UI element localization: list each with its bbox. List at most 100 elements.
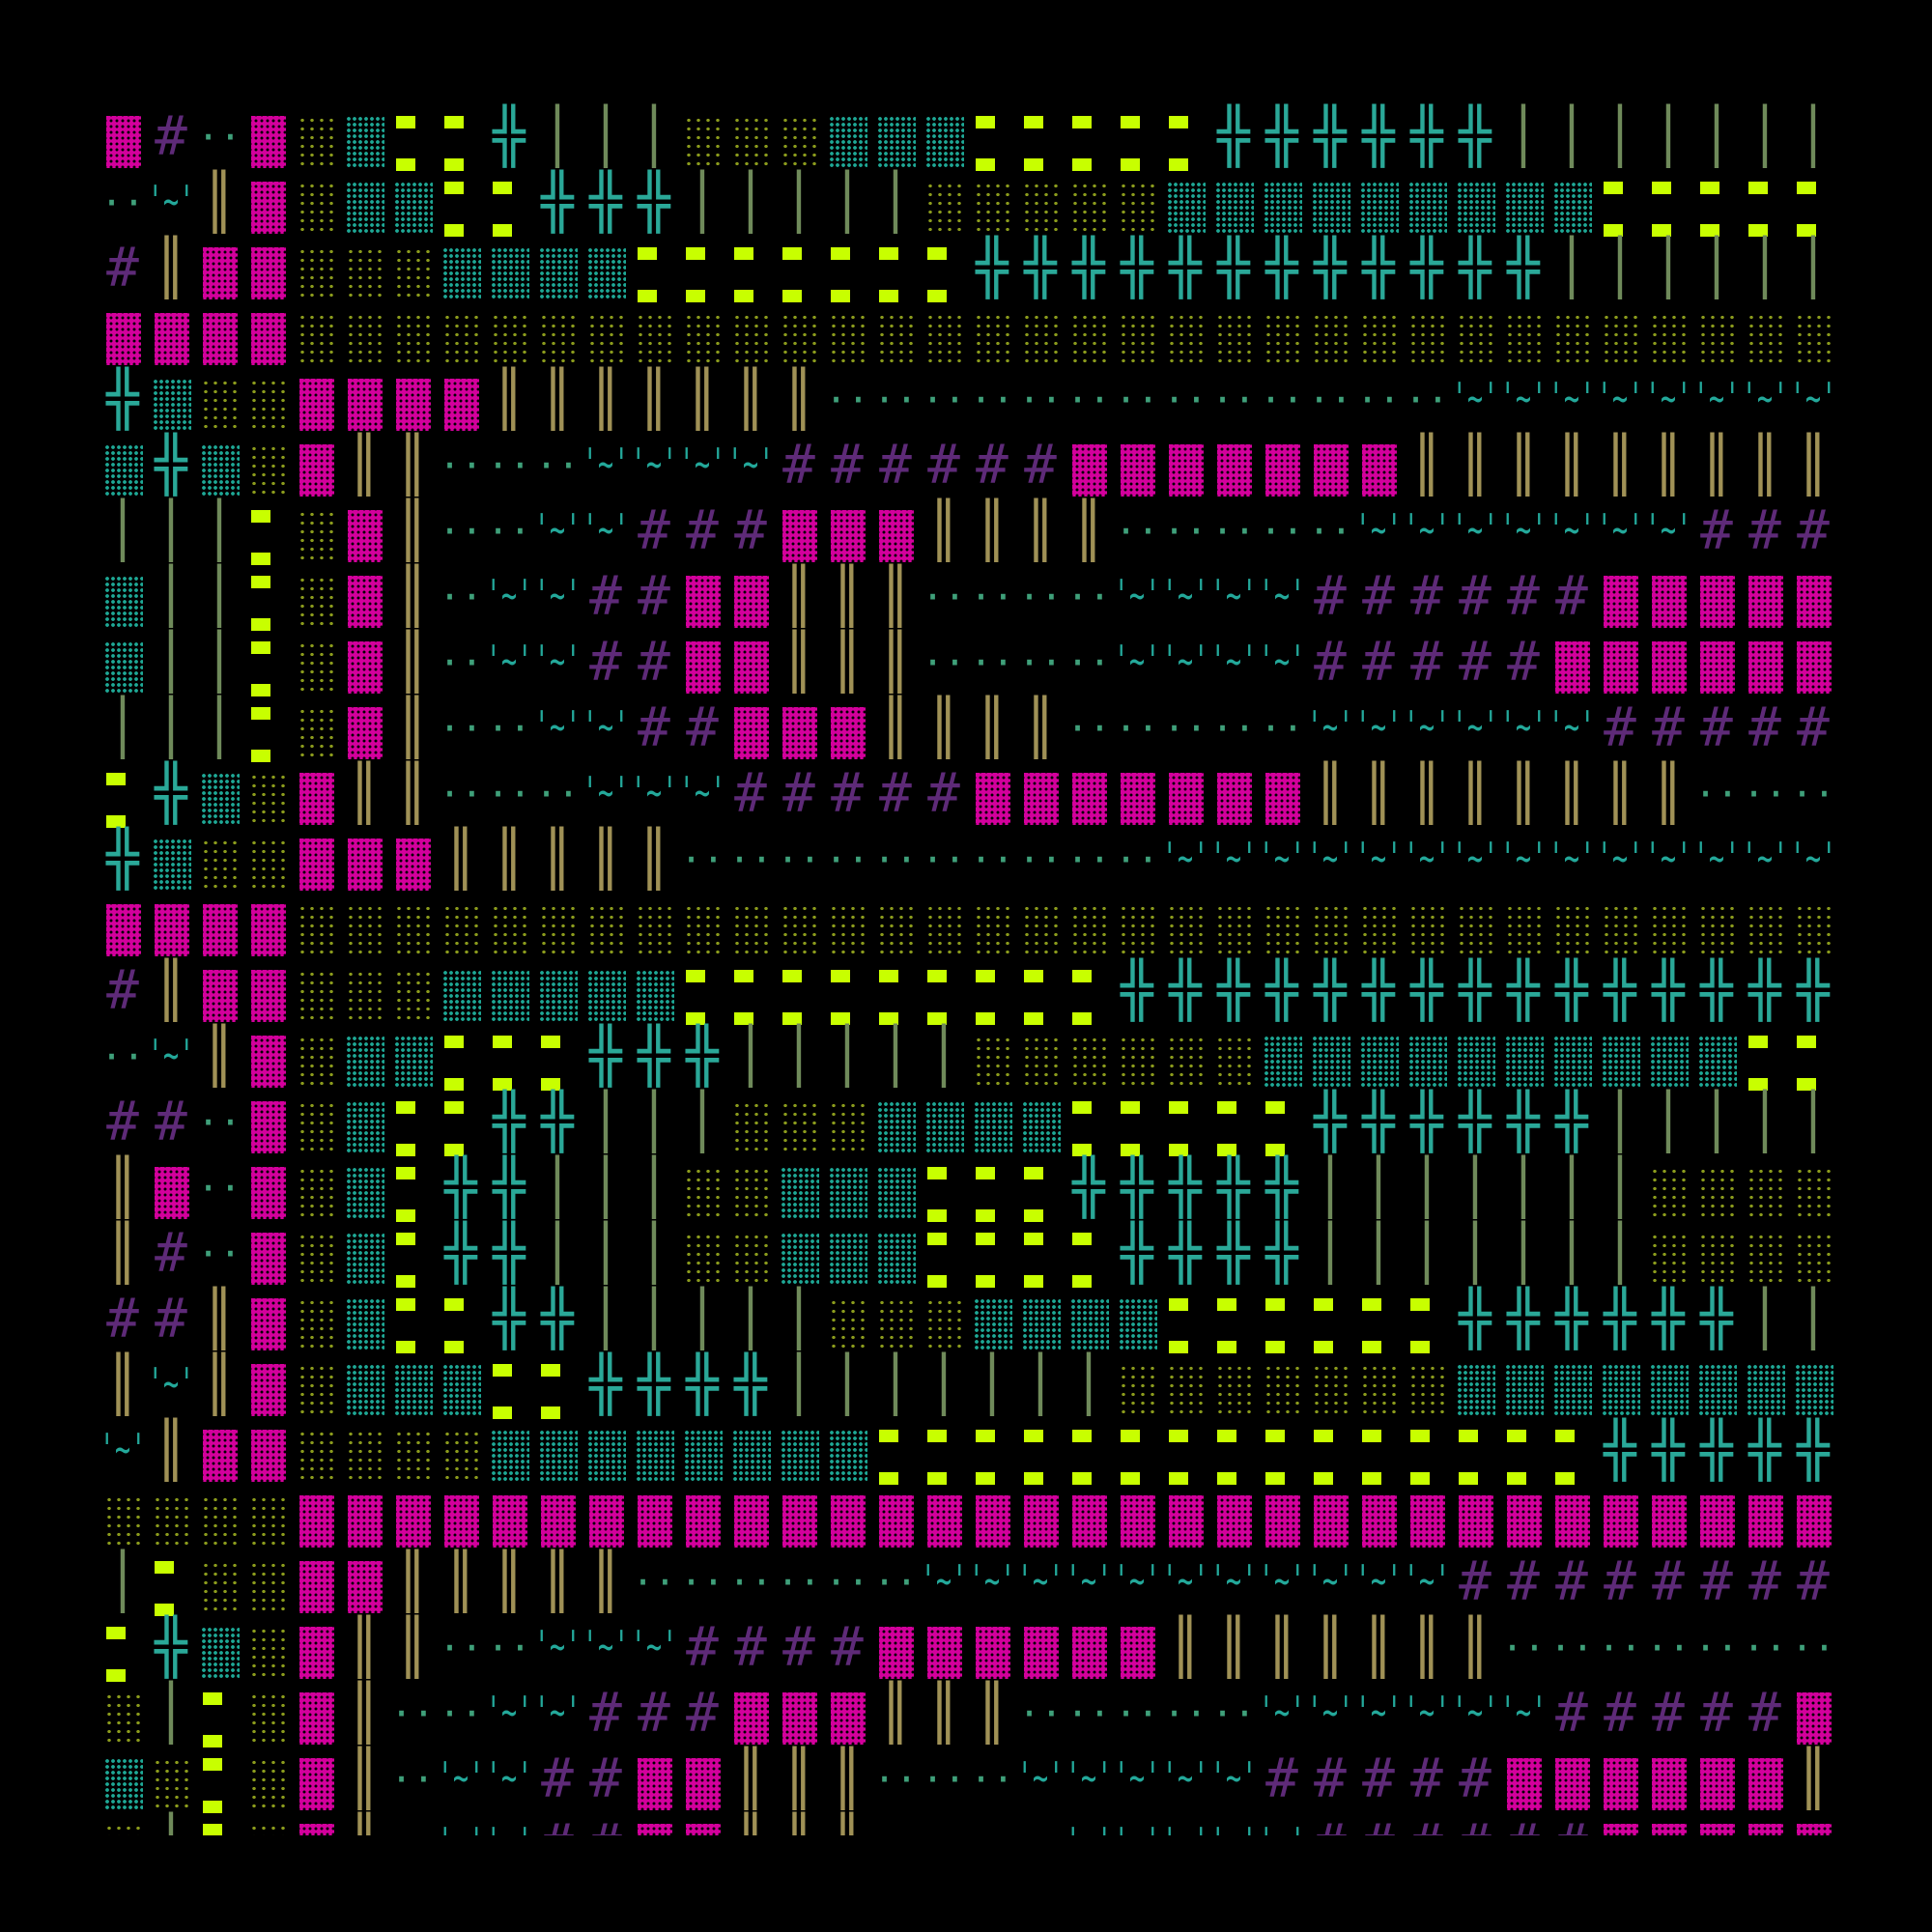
tilde-glyph: '~' [1403, 1557, 1451, 1605]
double-bar-glyph: ║ [823, 1812, 871, 1835]
dots-glyph: ·· [1115, 510, 1159, 553]
hash-glyph: # [782, 762, 815, 825]
bar-glyph: │ [1797, 237, 1830, 299]
tilde-glyph: '~' [1306, 1689, 1354, 1737]
teal-dot-glyph [1354, 1024, 1403, 1090]
dots-glyph: ·· [487, 707, 531, 750]
glyph-row: │║··'~''~'##║║║········'~''~''~''~''~'##… [99, 1812, 1837, 1835]
tilde-glyph: '~' [533, 572, 582, 620]
tilde-glyph: '~' [533, 703, 582, 752]
double-bar-glyph: ║ [1797, 1747, 1830, 1810]
hash-glyph: # [734, 499, 767, 562]
lime-block-glyph [388, 1287, 437, 1353]
teal-dot-glyph [195, 1615, 243, 1681]
double-bar-glyph: ║ [1748, 434, 1781, 497]
olive-dot-glyph [823, 301, 871, 367]
olive-dot-glyph [1644, 1221, 1692, 1287]
lime-block-glyph [920, 1155, 968, 1222]
hash-glyph: # [1024, 434, 1057, 497]
cross-glyph: ╬ [155, 1616, 187, 1679]
teal-dot-glyph [340, 1352, 388, 1418]
bar-glyph: │ [879, 1025, 912, 1088]
tilde-glyph: '~' [582, 440, 630, 489]
tilde-glyph: '~' [1306, 703, 1354, 752]
bar-glyph: │ [1024, 1353, 1057, 1416]
tilde-glyph: '~' [630, 440, 678, 489]
dots-glyph: ·· [1115, 379, 1159, 421]
hash-glyph: # [1604, 696, 1636, 759]
olive-dot-glyph [1306, 301, 1354, 367]
olive-dot-glyph [1692, 1221, 1741, 1287]
olive-dot-glyph [99, 1484, 147, 1549]
teal-dot-glyph [871, 104, 920, 170]
olive-dot-glyph [1789, 1221, 1837, 1287]
cross-glyph: ╬ [155, 762, 187, 825]
cross-glyph: ╬ [1169, 1222, 1202, 1285]
bar-glyph: │ [1604, 1156, 1636, 1219]
double-bar-glyph: ║ [976, 696, 1009, 759]
bar-glyph: │ [541, 105, 574, 168]
bar-glyph: │ [782, 1025, 815, 1088]
dots-glyph: ·· [1260, 707, 1304, 750]
pink-block-glyph [1741, 564, 1789, 630]
olive-dot-glyph [1403, 1352, 1451, 1418]
bar-glyph: │ [155, 565, 187, 628]
olive-dot-glyph [1741, 1221, 1789, 1287]
tilde-glyph: '~' [1113, 572, 1161, 620]
tilde-glyph: '~' [1258, 1793, 1306, 1835]
olive-dot-glyph [1354, 893, 1403, 958]
glyph-row: ·· '~' ║ ╬ ╬ ╬ │ │ │ │ │ [99, 1024, 1837, 1091]
teal-dot-glyph [1741, 1352, 1789, 1418]
dots-glyph: ·· [1308, 379, 1352, 421]
pink-block-glyph [1692, 1484, 1741, 1549]
bar-glyph: │ [1652, 237, 1685, 299]
tilde-glyph: '~' [968, 1557, 1016, 1605]
lime-block-glyph [968, 1155, 1016, 1222]
lime-block-glyph [1016, 104, 1065, 171]
tilde-glyph: '~' [1451, 1689, 1499, 1737]
cross-glyph: ╬ [1555, 1288, 1588, 1350]
hash-glyph: # [1314, 565, 1347, 628]
cross-glyph: ╬ [638, 1025, 670, 1088]
tilde-glyph: '~' [1499, 375, 1548, 423]
olive-dot-glyph [1548, 301, 1596, 367]
cross-glyph: ╬ [1217, 105, 1250, 168]
hash-glyph: # [1797, 696, 1830, 759]
double-bar-glyph: ║ [203, 1288, 236, 1350]
lime-block-glyph [1113, 1090, 1161, 1156]
pink-block-glyph [1016, 761, 1065, 827]
bar-glyph: │ [831, 1025, 864, 1088]
tilde-glyph: '~' [99, 1426, 147, 1474]
olive-dot-glyph [292, 1352, 340, 1418]
bar-glyph: │ [106, 1550, 139, 1613]
olive-dot-glyph [292, 236, 340, 301]
double-bar-glyph: ║ [976, 499, 1009, 562]
hash-glyph: # [1748, 1550, 1781, 1613]
lime-block-glyph [1354, 1418, 1403, 1485]
olive-dot-glyph [1065, 1024, 1113, 1090]
hash-glyph: # [589, 565, 622, 628]
olive-dot-glyph [1258, 301, 1306, 367]
pink-block-glyph [775, 1484, 823, 1549]
pink-block-glyph [147, 893, 195, 958]
hash-glyph: # [106, 1288, 139, 1350]
hash-glyph: # [638, 499, 670, 562]
tilde-glyph: '~' [1113, 1754, 1161, 1803]
bar-glyph: │ [1748, 1091, 1781, 1153]
bar-glyph: │ [1410, 1156, 1443, 1219]
double-bar-glyph: ║ [734, 368, 767, 431]
double-bar-glyph: ║ [1700, 434, 1733, 497]
dots-glyph: ·· [1260, 510, 1304, 553]
dots-glyph: ·· [728, 838, 773, 881]
lime-block-glyph [1644, 170, 1692, 237]
olive-dot-glyph [726, 104, 775, 170]
teal-dot-glyph [582, 1418, 630, 1484]
bar-glyph: │ [734, 1025, 767, 1088]
bar-glyph: │ [589, 1222, 622, 1285]
pink-block-glyph [1789, 630, 1837, 696]
tilde-glyph: '~' [147, 1360, 195, 1408]
olive-dot-glyph [1692, 1155, 1741, 1221]
bar-glyph: │ [1555, 1222, 1588, 1285]
glyph-row: ║ ·· ╬ ╬ │ │ │ ╬ ╬ ╬ ╬ ╬ │ │ │ │ │ │ │ [99, 1155, 1837, 1222]
cross-glyph: ╬ [1748, 959, 1781, 1022]
